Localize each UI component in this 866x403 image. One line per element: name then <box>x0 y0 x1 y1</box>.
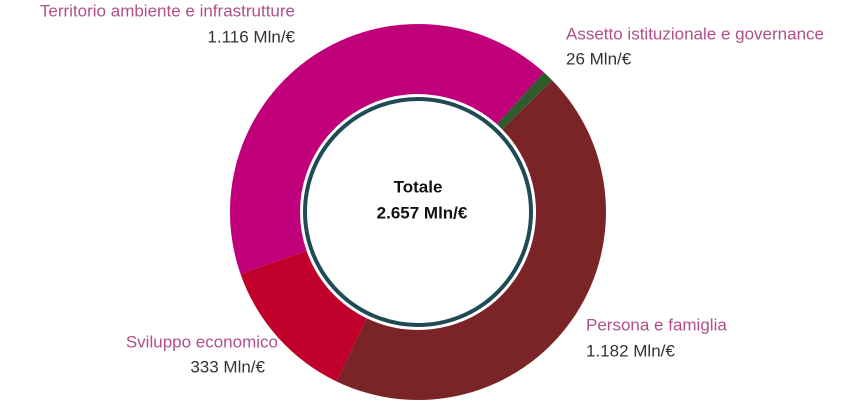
donut-segment <box>229 23 544 274</box>
segment-label: Persona e famiglia <box>586 315 727 334</box>
segment-label: Sviluppo economico <box>126 332 278 351</box>
donut-segment <box>336 80 606 400</box>
donut-segment <box>240 250 367 382</box>
segment-value: 1.182 Mln/€ <box>586 341 675 360</box>
segment-value: 26 Mln/€ <box>566 49 632 68</box>
donut-segment <box>496 72 553 130</box>
segment-value: 1.116 Mln/€ <box>207 27 295 46</box>
segment-label: Assetto istituzionale e governance <box>566 24 824 43</box>
center-total: 2.657 Mln/€ <box>377 203 468 222</box>
center-title: Totale <box>394 177 443 196</box>
center-circle <box>303 97 533 327</box>
segment-value: 333 Mln/€ <box>190 357 265 376</box>
segment-label: Territorio ambiente e infrastrutture <box>40 1 295 20</box>
